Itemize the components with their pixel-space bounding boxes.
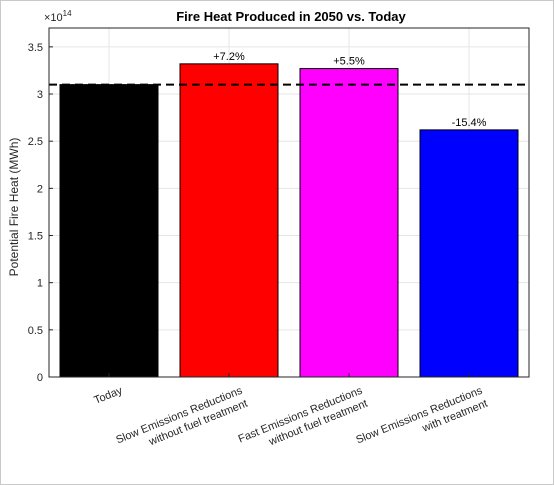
chart-title: Fire Heat Produced in 2050 vs. Today — [176, 9, 406, 24]
x-tick-label-line: Today — [92, 384, 124, 406]
axes — [48, 27, 530, 378]
x-tick-label: Today — [92, 384, 124, 406]
x-tick-label: Slow Emissions Reductionswithout fuel tr… — [114, 384, 249, 459]
y-tick-label: 2.5 — [28, 136, 43, 148]
y-tick-label: 1.5 — [28, 231, 43, 243]
data-label: -15.4% — [452, 117, 487, 129]
axes-box — [48, 27, 530, 378]
bar-4 — [419, 129, 519, 378]
y-tick-label: 0 — [37, 372, 43, 384]
y-axis-exponent: ×1014 — [44, 9, 72, 24]
bars — [49, 63, 529, 378]
data-label: +7.2% — [213, 51, 245, 63]
y-axis-exponent-power: 14 — [63, 9, 72, 18]
bar-3 — [299, 68, 399, 378]
y-tick-label: 2 — [37, 183, 43, 195]
bar-2 — [179, 63, 279, 378]
y-tick-label: 0.5 — [28, 325, 43, 337]
y-axis-exponent-base: ×10 — [44, 12, 63, 24]
y-tick-label: 1 — [37, 278, 43, 290]
bar-1 — [59, 84, 159, 378]
y-tick-label: 3 — [37, 89, 43, 101]
data-label: +5.5% — [333, 56, 365, 68]
y-axis-label: Potential Fire Heat (MWh) — [7, 138, 21, 277]
x-tick-label: Slow Emissions Reductionswith treatment — [354, 384, 489, 459]
x-tick-label: Fast Emissions Reductionswithout fuel tr… — [237, 384, 370, 458]
y-tick-label: 3.5 — [28, 42, 43, 54]
